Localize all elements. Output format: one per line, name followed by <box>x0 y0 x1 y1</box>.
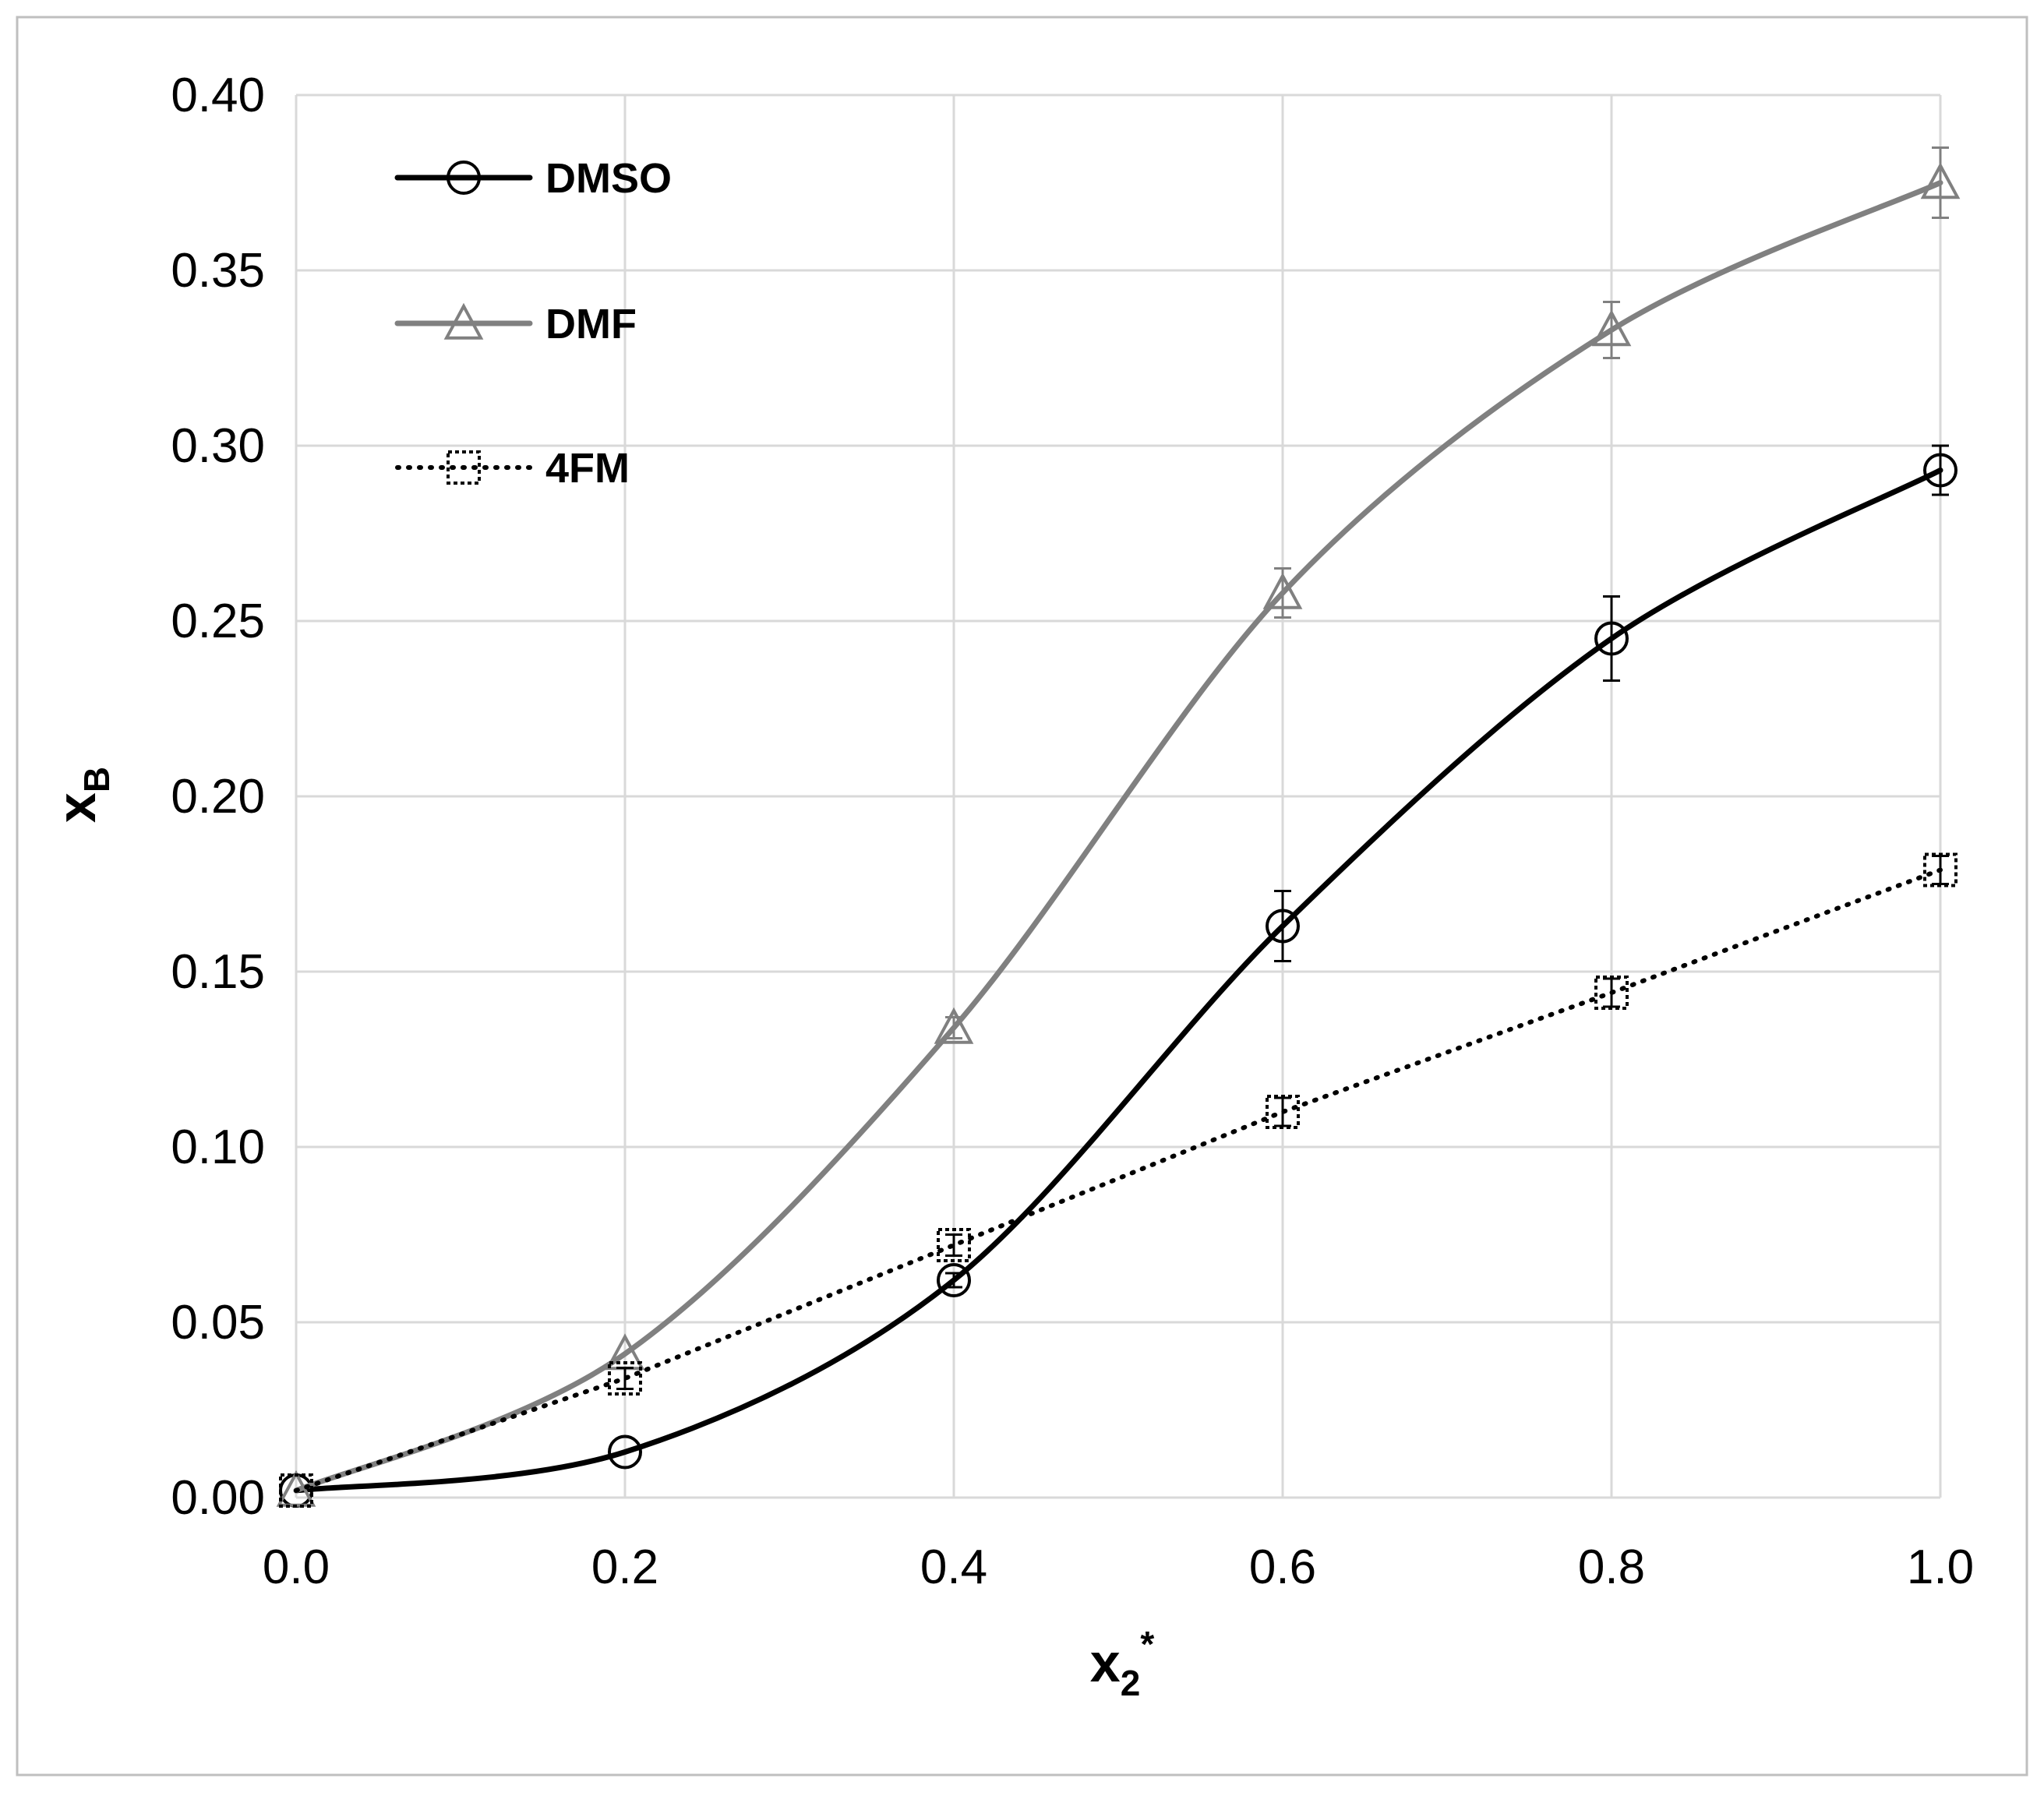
series-line-dmso <box>293 468 1943 1494</box>
data-point-dmf <box>1591 309 1632 347</box>
x-tick-label: 0.0 <box>263 1540 330 1594</box>
series-line-dmf <box>293 180 1943 1494</box>
legend-marker-square <box>447 450 481 485</box>
legend-label: DMF <box>545 301 637 348</box>
y-axis-title: xB <box>46 767 117 823</box>
data-point-4fm <box>279 1473 313 1508</box>
series <box>276 146 1961 1508</box>
data-point-4fm <box>1923 852 1958 887</box>
x-tick-label: 0.8 <box>1578 1540 1645 1594</box>
x-tick-label: 0.6 <box>1249 1540 1316 1594</box>
x-axis-title: x2* <box>1090 1624 1155 1703</box>
legend-item-4fm: 4FM <box>395 445 630 492</box>
legend: DMSO DMF 4FM <box>394 155 672 492</box>
y-tick-label: 0.00 <box>171 1471 265 1525</box>
series-line-4fm <box>294 867 1943 1493</box>
tick-labels: 0.00 0.05 0.10 0.15 0.20 0.25 0.30 0.35 0.40 0.0 0… <box>171 69 1974 1594</box>
chart-border <box>16 16 2028 1777</box>
series-dmso <box>279 444 1958 1508</box>
legend-marker-circle <box>447 161 481 195</box>
x-tick-label: 0.2 <box>591 1540 658 1594</box>
legend-item-dmf: DMF <box>394 301 637 348</box>
data-point-dmso <box>1923 453 1958 488</box>
legend-label: DMSO <box>545 155 672 202</box>
data-point-dmso <box>1594 621 1629 656</box>
grid <box>295 94 1942 1499</box>
y-tick-label: 0.15 <box>171 945 265 999</box>
legend-marker-triangle <box>443 302 484 340</box>
data-point-4fm <box>608 1361 642 1396</box>
data-point-dmf <box>1920 162 1961 199</box>
x-tick-label: 1.0 <box>1907 1540 1974 1594</box>
legend-item-dmso: DMSO <box>394 155 672 202</box>
data-point-dmso <box>608 1434 642 1470</box>
y-tick-label: 0.35 <box>171 244 265 298</box>
y-tick-label: 0.05 <box>171 1296 265 1350</box>
data-point-dmf <box>1262 572 1303 609</box>
y-tick-label: 0.20 <box>171 770 265 824</box>
data-point-4fm <box>1266 1095 1300 1129</box>
data-point-dmso <box>1266 909 1300 944</box>
data-point-4fm <box>937 1228 971 1262</box>
x-tick-label: 0.4 <box>920 1540 987 1594</box>
legend-label: 4FM <box>545 445 630 492</box>
series-4fm <box>279 852 1958 1508</box>
data-point-dmso <box>937 1263 971 1297</box>
y-tick-label: 0.10 <box>171 1120 265 1174</box>
data-point-dmf <box>934 1007 974 1044</box>
y-tick-label: 0.25 <box>171 595 265 648</box>
y-tick-label: 0.40 <box>171 69 265 122</box>
data-point-4fm <box>1594 976 1629 1010</box>
y-tick-label: 0.30 <box>171 419 265 473</box>
